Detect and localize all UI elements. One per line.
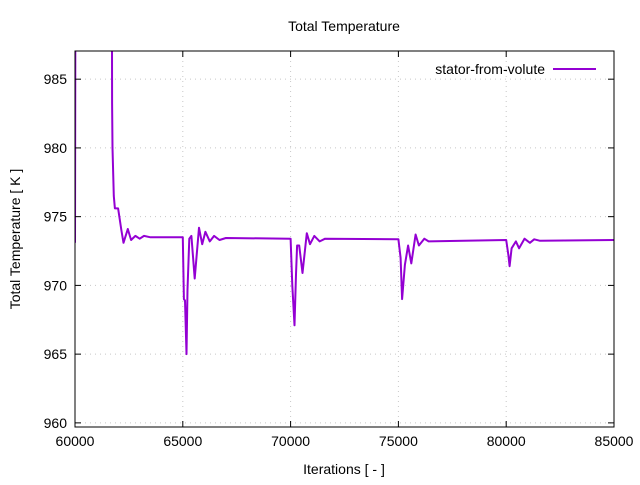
plot-border [74,50,615,428]
y-tick-label: 960 [44,415,68,431]
series-layer [75,51,614,356]
y-tick-label: 965 [44,346,68,362]
x-tick-label: 70000 [271,433,310,449]
chart-title: Total Temperature [288,18,400,34]
series-line-stator-from-volute [75,51,614,356]
x-tick-label: 75000 [379,433,418,449]
legend: stator-from-volute [435,61,596,77]
x-axis-label: Iterations [ - ] [303,461,385,477]
x-tick-label: 65000 [163,433,202,449]
y-tick-label: 985 [44,71,68,87]
y-tick-label: 975 [44,209,68,225]
y-tick-label: 970 [44,277,68,293]
x-tick-label: 80000 [487,433,526,449]
x-tick-label: 85000 [595,433,634,449]
x-tick-label: 60000 [56,433,95,449]
ticks: 60000 65000 70000 75000 80000 85000 960 965 970 9… [44,51,634,449]
legend-label: stator-from-volute [435,61,545,77]
y-tick-label: 980 [44,140,68,156]
y-axis-label: Total Temperature [ K ] [7,169,23,310]
